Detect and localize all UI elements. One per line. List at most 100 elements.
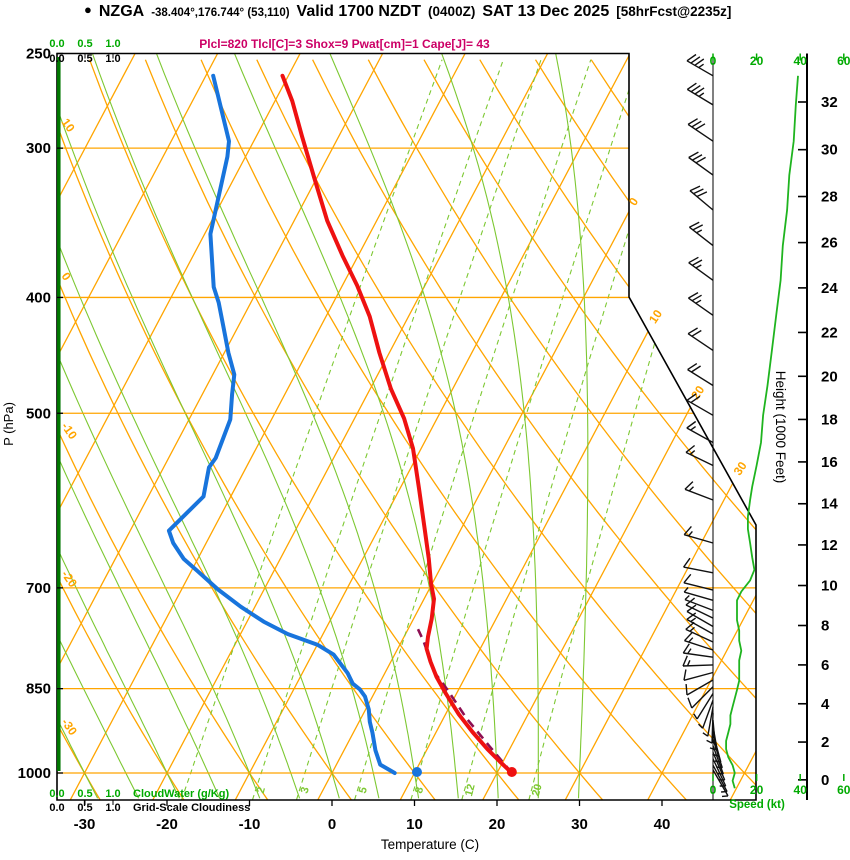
cloudwater-scale-bottom: 0.5 [77, 788, 92, 800]
dry-adiabat-line [200, 59, 687, 800]
height-tick-label: 6 [821, 657, 829, 674]
dry-adiabat-line [57, 59, 269, 800]
temperature-axis-title: Temperature (C) [381, 837, 479, 852]
moist-adiabat-line [441, 53, 539, 799]
wind-barb [712, 745, 724, 775]
dry-adiabat-line [144, 59, 603, 800]
cloudwater-scale-top: 0.0 [49, 38, 64, 50]
mixing-ratio-line [181, 59, 443, 800]
stability-indices: Plcl=820 Tlcl[C]=3 Shox=9 Pwat[cm]=1 Cap… [199, 37, 490, 51]
wind-barb [683, 632, 714, 651]
speed-tick-top: 60 [837, 54, 850, 68]
temperature-tick-label: 20 [489, 816, 506, 833]
wind-barb [688, 256, 714, 281]
speed-tick-top: 0 [710, 54, 717, 68]
height-tick-label: 20 [821, 368, 838, 385]
cloudwater-scale-top: 0.5 [77, 38, 92, 50]
wind-speed-curve [725, 75, 799, 789]
wind-barb [686, 612, 714, 635]
isotherm-line [234, 53, 631, 800]
wind-barb [682, 643, 714, 658]
isotherm-line [57, 53, 301, 800]
moist-adiabat-line [233, 53, 459, 799]
mixing-ratio-label: 2 [255, 786, 268, 795]
temperature-trace [280, 73, 514, 775]
speed-tick-bottom: 60 [837, 783, 850, 797]
pressure-tick-label: 300 [26, 140, 51, 157]
wind-barb [688, 221, 714, 247]
wind-barb [683, 557, 714, 574]
wind-barb [683, 525, 714, 544]
wind-barb [685, 444, 714, 467]
mixing-ratio-line [354, 59, 592, 800]
isotherm-line [647, 53, 756, 800]
temperature-tick-label: 0 [328, 816, 336, 833]
isotherm-line [57, 53, 136, 800]
dry-adiabat-label: 0 [59, 270, 74, 284]
mixing-ratio-line [295, 59, 542, 800]
speed-axis-title: Speed (kt) [729, 799, 785, 811]
dry-adiabat-label: -30 [59, 716, 81, 739]
cloudiness-scale-bottom: 0.5 [77, 802, 92, 814]
dry-adiabat-line [423, 59, 756, 800]
height-tick-label: 14 [821, 496, 838, 513]
moist-adiabat-line [329, 53, 499, 799]
mixing-ratio-labels: 2 3 5 8 12 20 [255, 783, 545, 798]
wind-barb [683, 587, 714, 601]
dry-adiabat-line [88, 59, 520, 800]
temperature-tick-label: -20 [156, 816, 178, 833]
moist-adiabat-line [91, 53, 380, 799]
chart-title: ● NZGA -38.404°,176.744° (53,110) Valid … [84, 2, 732, 21]
wind-barb [687, 363, 714, 387]
background-grid [57, 53, 756, 800]
mixing-ratio-line [410, 59, 640, 800]
speed-tick-bottom: 40 [794, 783, 808, 797]
pressure-tick-label: 400 [26, 289, 51, 306]
wind-barb [687, 686, 714, 709]
height-axis-title: Height (1000 Feet) [773, 371, 788, 484]
dry-adiabat-line [367, 59, 756, 800]
station-bullet-icon: ● [84, 2, 92, 17]
wind-barb [682, 655, 714, 667]
temperature-tick-label: -30 [74, 816, 96, 833]
wind-barb [706, 713, 714, 744]
height-tick-label: 26 [821, 235, 838, 252]
forecast-lead: [58hrFcst@2235z] [616, 4, 732, 19]
height-tick-label: 30 [821, 142, 838, 159]
height-tick-label: 8 [821, 618, 829, 635]
height-tick-label: 28 [821, 189, 838, 206]
wind-barb [712, 752, 726, 781]
wind-barb [686, 393, 714, 416]
height-tick-label: 18 [821, 411, 838, 428]
isotherm-line [482, 53, 756, 800]
wind-barb [687, 291, 714, 316]
mixing-ratio-label: 20 [530, 783, 545, 798]
height-tick-label: 22 [821, 324, 838, 341]
wind-barb [685, 679, 714, 696]
parcel-path [416, 628, 513, 774]
pressure-tick-label: 850 [26, 681, 51, 698]
moist-adiabat-line [57, 53, 301, 799]
dry-adiabat-line [57, 59, 185, 800]
height-tick-label: 24 [821, 280, 838, 297]
moist-adiabat-line [57, 53, 221, 799]
pressure-axis: 250 300 400 500 700 850 1000 [18, 46, 63, 782]
pressure-tick-label: 250 [26, 46, 51, 63]
pressure-tick-label: 1000 [18, 765, 51, 782]
dewpoint-trace [166, 73, 397, 775]
dry-adiabat-line [256, 59, 756, 800]
surface-dewpoint-dot [411, 767, 422, 777]
mixing-ratio-label: 5 [357, 786, 370, 795]
mixing-ratio-line [251, 59, 504, 800]
wind-barb [686, 420, 714, 444]
wind-barb [709, 719, 717, 751]
dry-adiabat-line [312, 59, 756, 800]
height-tick-label: 0 [821, 772, 829, 789]
valid-date: SAT 13 Dec 2025 [482, 3, 610, 20]
moist-adiabat-line [57, 53, 261, 799]
mixing-ratio-label: 12 [463, 783, 478, 798]
cloudiness-scale-top: 1.0 [105, 53, 120, 65]
temperature-tick-label: 30 [571, 816, 588, 833]
moist-adiabat-line [57, 53, 340, 799]
